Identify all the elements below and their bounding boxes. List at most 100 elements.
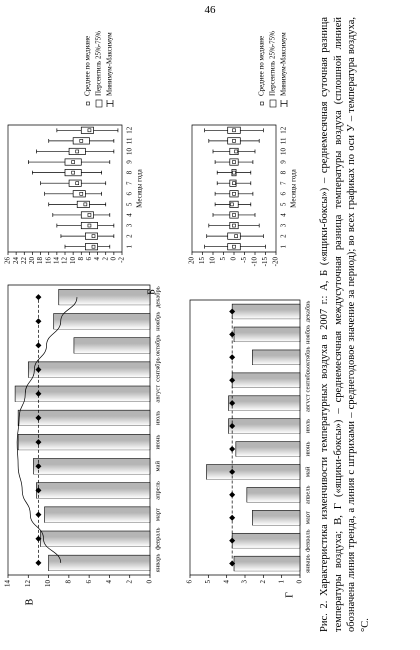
box: [68, 179, 82, 187]
median: [232, 128, 236, 133]
mean-marker: [35, 318, 42, 325]
bar-shade: [59, 295, 150, 305]
figure-caption: Рис. 2. Характеристика изменчивости темп…: [319, 17, 371, 632]
x-tick-label: 11: [126, 137, 134, 144]
mean-marker: [35, 463, 42, 470]
box: [85, 232, 98, 240]
bar-shade: [45, 512, 150, 523]
y-tick-label: 1: [277, 580, 285, 584]
x-tick-label: октябрь: [304, 346, 310, 368]
y-tick-label: 12: [24, 580, 32, 588]
x-tick-label: март: [304, 511, 310, 524]
mean-marker: [229, 423, 236, 430]
bar-shade: [207, 470, 300, 480]
y-tick-label: -5: [240, 257, 248, 263]
box: [72, 190, 86, 198]
bar-shade: [74, 343, 150, 354]
x-tick-label: 12: [126, 126, 134, 134]
bar-shade: [232, 378, 300, 388]
mean-marker: [35, 439, 42, 446]
y-tick-label: 0: [109, 257, 117, 261]
y-tick-label: 20: [28, 257, 36, 265]
bar-shade: [40, 536, 150, 547]
x-tick-label: 5: [126, 202, 134, 206]
x-tick-label: 3: [280, 223, 288, 227]
median: [75, 181, 80, 186]
y-tick-label: 10: [209, 257, 217, 265]
mean-marker: [35, 390, 42, 397]
median: [232, 213, 236, 217]
x-tick-label: февраль: [154, 527, 161, 550]
median: [234, 149, 238, 154]
median: [87, 223, 92, 228]
y-tick-label: 0: [146, 580, 154, 584]
x-tick-label: ноябрь: [304, 325, 310, 344]
x-tick-label: май: [154, 461, 161, 472]
median: [91, 244, 96, 249]
x-tick-label: 12: [280, 126, 288, 134]
bar-shade: [247, 492, 300, 503]
median: [232, 160, 236, 164]
median: [71, 160, 75, 164]
y-tick-label: 16: [44, 257, 52, 265]
x-tick-label: 10: [280, 147, 288, 155]
bar-shade: [15, 391, 150, 402]
y-tick-label: -2: [118, 257, 126, 263]
y-tick-label: 4: [105, 580, 113, 584]
mean-marker: [229, 514, 236, 521]
bar-shade: [36, 488, 150, 499]
box: [80, 211, 94, 219]
x-tick-label: 5: [280, 202, 288, 206]
box: [85, 243, 98, 251]
mean-marker: [229, 308, 236, 315]
x-tick-label: 8: [126, 170, 134, 174]
bar-shade: [234, 561, 300, 571]
legend-label: Персентиль 25%-75%: [269, 31, 277, 96]
median: [232, 139, 236, 143]
x-tick-label: декабрь: [304, 301, 310, 323]
mean-marker: [229, 537, 236, 544]
x-tick-label: январь: [154, 554, 161, 573]
x-tick-label: июнь: [304, 442, 310, 457]
y-tick-label: 4: [93, 257, 101, 261]
page-number: 46: [204, 4, 216, 16]
mean-marker: [35, 511, 42, 518]
y-tick-label: 6: [85, 580, 93, 584]
bar-shade: [234, 332, 300, 342]
x-tick-label: 7: [280, 181, 288, 185]
legend-symbol: [106, 100, 114, 107]
y-tick-label: 14: [4, 580, 12, 588]
y-tick-label: -10: [251, 257, 259, 267]
legend-symbol: [95, 99, 103, 108]
median: [83, 202, 88, 207]
mean-marker: [229, 491, 236, 498]
mean-marker: [229, 400, 236, 407]
median: [232, 244, 236, 249]
x-tick-label: октябрь: [154, 335, 161, 357]
y-tick-label: 12: [61, 257, 69, 265]
y-tick-label: 3: [241, 580, 249, 584]
median: [230, 202, 234, 207]
legend-label: Персентиль 25%-75%: [95, 31, 103, 96]
median: [79, 139, 84, 143]
x-tick-label: апрель: [304, 485, 310, 504]
x-tick-label: май: [304, 466, 310, 477]
plot-frame: [191, 124, 277, 253]
mean-marker: [229, 377, 236, 384]
median: [234, 234, 238, 238]
y-tick-label: 6: [85, 257, 93, 261]
y-tick-label: 0: [296, 580, 304, 584]
y-tick-label: 2: [259, 580, 267, 584]
x-tick-label: 11: [280, 137, 288, 144]
bar-shade: [28, 367, 150, 378]
median: [232, 191, 236, 196]
mean-marker: [229, 468, 236, 475]
median: [232, 223, 236, 228]
mean-marker: [229, 354, 236, 361]
box: [80, 126, 94, 134]
bar-shade: [49, 560, 150, 571]
legend-label: Минимум-Максимум: [280, 32, 288, 96]
bar-shade: [33, 464, 150, 474]
x-tick-label: январь: [304, 554, 310, 573]
